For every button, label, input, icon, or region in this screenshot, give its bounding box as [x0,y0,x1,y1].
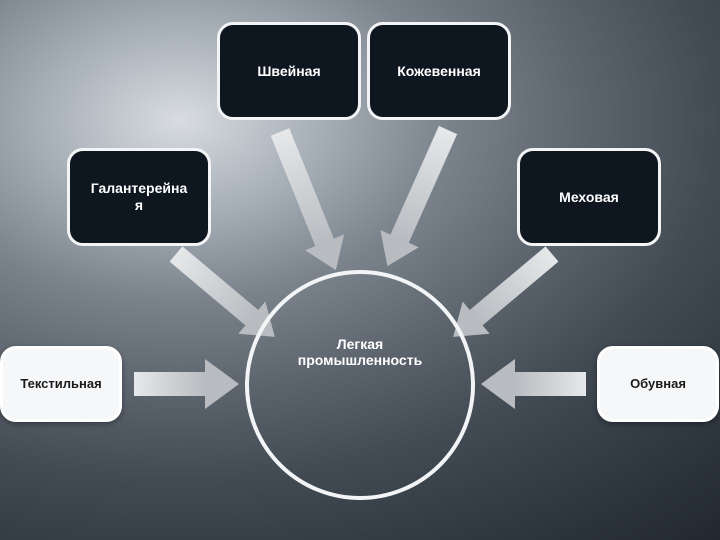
node-label: Меховая [559,189,619,206]
hub-circle: Легкаяпромышленность [245,270,475,500]
node-shoe: Обувная [597,346,719,422]
node-label: Кожевенная [397,63,481,80]
node-fur: Меховая [517,148,661,246]
node-textile: Текстильная [0,346,122,422]
node-label: Галантерейная [91,180,188,214]
node-leather: Кожевенная [367,22,511,120]
node-label: Текстильная [20,376,101,392]
node-label: Обувная [630,376,686,392]
node-label: Швейная [257,63,320,80]
node-sewing: Швейная [217,22,361,120]
hub-label: Легкаяпромышленность [298,336,422,368]
node-haberdash: Галантерейная [67,148,211,246]
